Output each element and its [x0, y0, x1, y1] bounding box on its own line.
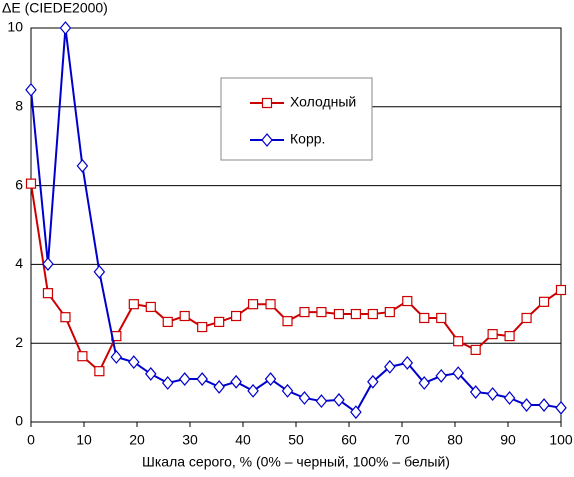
marker [436, 312, 447, 324]
marker [350, 308, 361, 320]
marker [42, 257, 54, 271]
marker [401, 355, 414, 370]
marker [555, 284, 567, 296]
x-tick-label: 20 [129, 432, 145, 448]
marker [178, 372, 191, 386]
marker [538, 296, 550, 307]
marker [94, 366, 105, 377]
marker [247, 299, 259, 310]
marker [418, 376, 431, 390]
x-tick-label: 40 [235, 432, 251, 448]
y-tick-label: 6 [15, 176, 23, 192]
marker [213, 379, 225, 394]
marker [77, 351, 88, 362]
marker [145, 301, 156, 313]
marker [197, 321, 208, 333]
marker [247, 383, 259, 398]
y-axis-label: ΔE (CIEDE2000) [2, 0, 108, 16]
marker [538, 398, 550, 412]
marker [196, 372, 208, 386]
marker [144, 366, 157, 381]
marker [214, 316, 225, 328]
legend-label: Холодный [290, 94, 356, 110]
x-tick-label: 50 [288, 432, 304, 448]
y-tick-label: 4 [15, 255, 23, 271]
marker [487, 329, 498, 340]
y-tick-label: 10 [7, 19, 23, 35]
marker [299, 306, 310, 318]
legend-marker [261, 97, 273, 109]
x-tick-label: 70 [394, 432, 410, 448]
marker [42, 288, 54, 299]
marker [128, 299, 139, 310]
x-tick-label: 10 [76, 432, 92, 448]
marker [316, 306, 327, 318]
marker [264, 372, 277, 386]
marker [384, 306, 395, 318]
marker [350, 405, 362, 420]
y-tick-label: 2 [15, 334, 23, 350]
marker [384, 359, 396, 374]
marker [59, 21, 72, 35]
x-tick-label: 90 [500, 432, 516, 448]
marker [419, 312, 430, 324]
marker [161, 376, 174, 390]
marker [453, 336, 464, 347]
x-axis-label: Шкала серого, % (0% – черный, 100% – бел… [142, 454, 450, 470]
x-tick-label: 30 [182, 432, 198, 448]
marker [25, 82, 37, 97]
marker [281, 383, 294, 398]
legend-box [220, 77, 373, 161]
legend-label: Корр. [290, 131, 325, 147]
y-tick-label: 8 [15, 98, 23, 114]
marker [315, 394, 328, 409]
marker [469, 385, 482, 399]
legend-marker [261, 133, 273, 147]
x-tick-label: 80 [447, 432, 463, 448]
marker [452, 366, 464, 381]
x-tick-label: 0 [27, 432, 35, 448]
marker [402, 295, 413, 307]
marker [265, 299, 276, 310]
marker [333, 392, 345, 407]
marker [367, 374, 379, 389]
marker [25, 178, 37, 189]
marker [231, 310, 242, 322]
marker [162, 316, 173, 328]
marker [333, 308, 345, 320]
marker [486, 387, 499, 401]
marker [470, 344, 481, 355]
marker [503, 391, 516, 405]
marker [555, 400, 567, 415]
x-tick-label: 60 [341, 432, 357, 448]
y-tick-label: 0 [15, 413, 23, 429]
marker [110, 350, 123, 364]
marker [521, 312, 532, 324]
marker [282, 316, 293, 327]
marker [93, 264, 106, 279]
marker [128, 355, 140, 370]
marker [435, 368, 448, 383]
plot-frame [30, 27, 562, 423]
marker [367, 308, 378, 320]
marker [179, 310, 190, 322]
marker [504, 331, 515, 342]
x-tick-label: 100 [549, 432, 573, 448]
marker [60, 312, 71, 323]
marker [298, 391, 311, 405]
marker [230, 374, 242, 389]
marker [520, 398, 533, 412]
marker [76, 158, 89, 173]
